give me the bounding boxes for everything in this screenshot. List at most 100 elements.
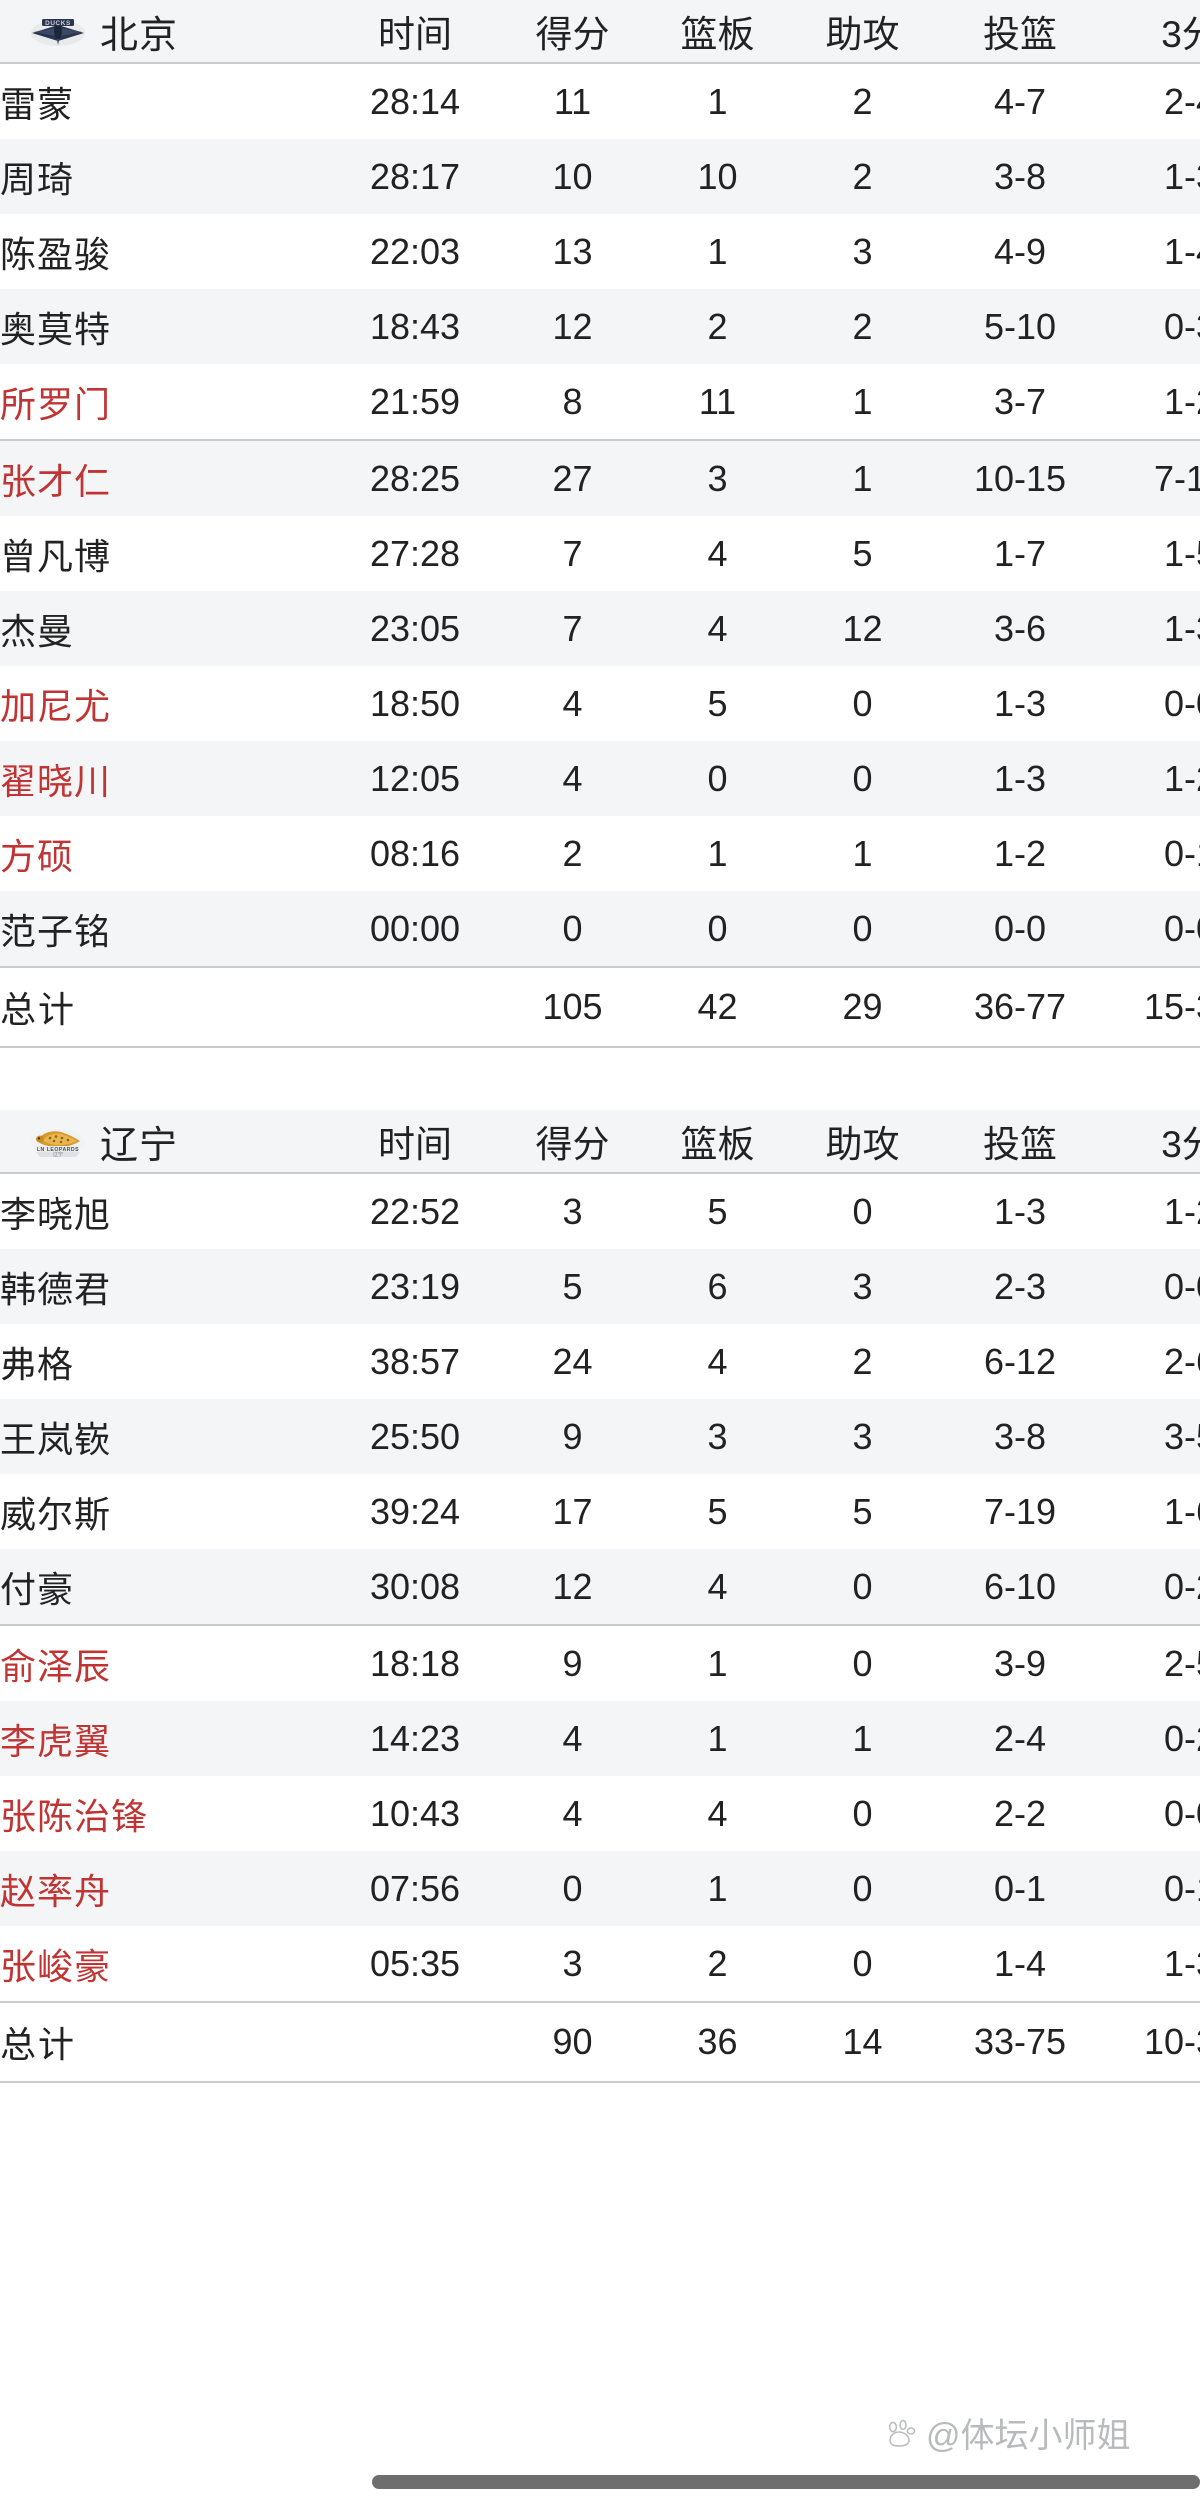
table-row[interactable]: 张才仁 28:25 27 3 1 10-15 7-12 [0,439,1200,516]
stat-cell-threes: 2-5 [1105,1624,1200,1701]
stat-value: 14:23 [369,1717,461,1759]
player-name: 范子铭 [0,910,112,952]
stat-cell-fieldgoals: 6-10 [935,1549,1105,1625]
column-header-minutes[interactable]: 时间 [330,1110,500,1174]
table-row[interactable]: 张峻豪 05:35 3 2 0 1-4 1-3 [0,1926,1200,2002]
player-name-cell[interactable]: 雷蒙 [0,63,330,139]
player-name-cell[interactable]: 加尼尤 [0,666,330,741]
player-name-cell[interactable]: 所罗门 [0,364,330,440]
stat-cell-threes: 0-2 [1105,1701,1200,1776]
stat-value: 0 [852,1942,873,1984]
stat-table-beijing: 北京时间得分篮板助攻投篮3分罚雷蒙28:1411124-72-4周琦28:171… [0,0,1200,1048]
player-name: 翟晓川 [0,760,112,802]
column-header-threes[interactable]: 3分 [1105,1110,1200,1174]
column-header-points[interactable]: 得分 [500,0,645,64]
player-name-cell[interactable]: 韩德君 [0,1249,330,1324]
table-row[interactable]: 赵率舟 07:56 0 1 0 0-1 0-1 [0,1851,1200,1926]
column-header-minutes[interactable]: 时间 [330,0,500,64]
player-name-cell[interactable]: 李虎翼 [0,1701,330,1776]
stat-cell-fieldgoals: 3-9 [935,1624,1105,1701]
stat-value: 5 [852,532,873,574]
table-row[interactable]: 付豪 30:08 12 4 0 6-10 0-2 [0,1549,1200,1625]
stat-value: 10 [552,155,593,197]
table-row[interactable]: 俞泽辰 18:18 9 1 0 3-9 2-5 [0,1624,1200,1701]
player-name-cell[interactable]: 威尔斯 [0,1474,330,1549]
player-name-cell[interactable]: 弗格 [0,1324,330,1399]
stat-cell-points: 10 [500,139,645,214]
column-header-fieldgoals[interactable]: 投篮 [935,1110,1105,1174]
totals-value: 90 [552,2021,593,2062]
table-row[interactable]: 李晓旭 22:52 3 5 0 1-3 1-2 [0,1173,1200,1249]
stat-value: 5-10 [983,305,1057,347]
player-name-cell[interactable]: 俞泽辰 [0,1624,330,1701]
column-header-assists[interactable]: 助攻 [790,0,935,64]
player-name: 奥莫特 [0,308,112,350]
player-name-cell[interactable]: 翟晓川 [0,741,330,816]
table-row[interactable]: 王岚嵚 25:50 9 3 3 3-8 3-5 [0,1399,1200,1474]
stat-value: 3-9 [993,1642,1047,1684]
table-row[interactable]: 杰曼 23:05 7 4 12 3-6 1-3 [0,591,1200,666]
player-name-cell[interactable]: 周琦 [0,139,330,214]
stat-cell-threes: 1-4 [1105,214,1200,289]
player-name: 张陈治锋 [0,1795,149,1837]
table-row[interactable]: 范子铭 00:00 0 0 0 0-0 0-0 [0,891,1200,967]
column-header-label: 投篮 [983,1124,1057,1165]
player-name-cell[interactable]: 奥莫特 [0,289,330,364]
player-name-cell[interactable]: 张才仁 [0,439,330,516]
horizontal-scrollbar[interactable] [0,2475,1200,2489]
table-row[interactable]: 威尔斯 39:24 17 5 5 7-19 1-6 [0,1474,1200,1549]
player-name-cell[interactable]: 赵率舟 [0,1851,330,1926]
table-row[interactable]: 曾凡博 27:28 7 4 5 1-7 1-5 [0,516,1200,591]
player-name-cell[interactable]: 范子铭 [0,891,330,967]
stat-cell-points: 11 [500,63,645,139]
stat-value: 0-0 [1163,907,1200,949]
stat-cell-assists: 0 [790,741,935,816]
table-row[interactable]: 李虎翼 14:23 4 1 1 2-4 0-2 [0,1701,1200,1776]
stat-cell-minutes: 14:23 [330,1701,500,1776]
stat-value: 7 [562,532,583,574]
table-row[interactable]: 张陈治锋 10:43 4 4 0 2-2 0-0 [0,1776,1200,1851]
player-name-cell[interactable]: 王岚嵚 [0,1399,330,1474]
player-name-cell[interactable]: 曾凡博 [0,516,330,591]
beijing-ducks-logo [30,11,86,51]
stat-cell-threes: 0-0 [1105,1249,1200,1324]
stat-cell-assists: 1 [790,816,935,891]
table-row[interactable]: 方硕 08:16 2 1 1 1-2 0-1 [0,816,1200,891]
table-row[interactable]: 加尼尤 18:50 4 5 0 1-3 0-0 [0,666,1200,741]
column-header-fieldgoals[interactable]: 投篮 [935,0,1105,64]
column-header-rebounds[interactable]: 篮板 [645,0,790,64]
stat-value: 3 [852,1415,873,1457]
table-row[interactable]: 翟晓川 12:05 4 0 0 1-3 1-2 [0,741,1200,816]
player-name-cell[interactable]: 李晓旭 [0,1173,330,1249]
player-name-cell[interactable]: 杰曼 [0,591,330,666]
team-identity-cell[interactable]: 辽宁 [0,1110,330,1174]
table-row[interactable]: 奥莫特 18:43 12 2 2 5-10 0-3 [0,289,1200,364]
stat-value: 0 [852,1565,873,1607]
column-header-assists[interactable]: 助攻 [790,1110,935,1174]
column-header-points[interactable]: 得分 [500,1110,645,1174]
stat-value: 30:08 [369,1565,461,1607]
player-name-cell[interactable]: 陈盈骏 [0,214,330,289]
table-row[interactable]: 周琦 28:17 10 10 2 3-8 1-3 [0,139,1200,214]
stat-cell-assists: 0 [790,1926,935,2002]
stat-cell-minutes: 07:56 [330,1851,500,1926]
team-identity-cell[interactable]: 北京 [0,0,330,64]
totals-value: 10-32 [1143,2021,1200,2062]
table-row[interactable]: 韩德君 23:19 5 6 3 2-3 0-0 [0,1249,1200,1324]
stat-cell-threes: 2-4 [1105,63,1200,139]
column-header-rebounds[interactable]: 篮板 [645,1110,790,1174]
stat-value: 10-15 [973,457,1067,499]
player-name-cell[interactable]: 张峻豪 [0,1926,330,2002]
player-name-cell[interactable]: 张陈治锋 [0,1776,330,1851]
column-header-threes[interactable]: 3分 [1105,0,1200,64]
player-name-cell[interactable]: 方硕 [0,816,330,891]
player-name-cell[interactable]: 付豪 [0,1549,330,1625]
stat-cell-threes: 0-0 [1105,891,1200,967]
stat-cell-fieldgoals: 4-7 [935,63,1105,139]
stat-value: 5 [707,1490,728,1532]
horizontal-scrollbar-thumb[interactable] [372,2475,1200,2489]
